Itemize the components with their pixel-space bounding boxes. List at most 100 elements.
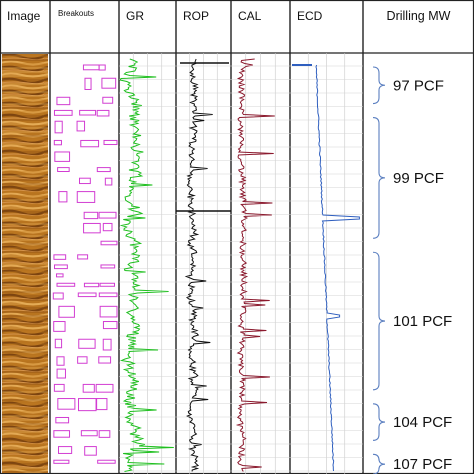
image-texture-band <box>2 135 48 137</box>
image-texture-band <box>2 319 48 321</box>
image-texture-band <box>2 251 48 253</box>
image-texture-band <box>2 387 48 389</box>
breakout-mark <box>53 459 70 464</box>
breakout-mark <box>98 430 111 438</box>
breakout-mark <box>56 96 71 106</box>
image-texture-band <box>2 363 48 365</box>
image-texture-band <box>2 247 48 249</box>
image-texture-band <box>2 307 48 309</box>
image-texture-band <box>2 379 48 381</box>
image-texture-band <box>2 203 48 205</box>
image-texture-band <box>2 55 48 57</box>
breakout-mark <box>57 167 70 173</box>
curve-ecd <box>315 64 360 472</box>
breakout-mark <box>98 64 106 71</box>
breakout-mark <box>57 398 76 410</box>
image-texture-band <box>2 295 48 297</box>
image-texture-band <box>2 235 48 237</box>
mw-brace-3 <box>372 251 386 391</box>
image-texture-band <box>2 263 48 265</box>
image-texture-band <box>2 219 48 221</box>
breakout-mark <box>98 356 112 364</box>
image-texture-band <box>2 399 48 401</box>
image-texture-band <box>2 383 48 385</box>
image-texture-band <box>2 259 48 261</box>
breakout-mark <box>97 459 116 464</box>
breakout-mark <box>54 120 63 134</box>
image-texture-band <box>2 435 48 437</box>
image-texture-band <box>2 71 48 73</box>
image-texture-band <box>2 99 48 101</box>
breakout-mark <box>102 222 113 232</box>
mw-brace-5 <box>372 453 386 474</box>
image-texture-band <box>2 123 48 125</box>
mw-label-5: 107 PCF <box>393 456 452 473</box>
breakout-mark <box>56 356 65 366</box>
mw-label-3: 101 PCF <box>393 313 452 330</box>
breakout-mark <box>55 416 70 424</box>
breakout-mark <box>58 446 73 454</box>
image-texture-band <box>2 315 48 317</box>
image-texture-band <box>2 67 48 69</box>
breakout-mark <box>98 292 118 298</box>
image-texture-band <box>2 239 48 241</box>
breakout-mark <box>53 139 62 146</box>
image-texture-band <box>2 243 48 245</box>
image-texture-band <box>2 439 48 441</box>
image-texture-band <box>2 75 48 77</box>
breakout-mark <box>104 177 113 186</box>
breakout-mark <box>102 96 114 104</box>
borehole-image <box>2 54 48 473</box>
image-texture-band <box>2 139 48 141</box>
image-texture-band <box>2 131 48 133</box>
image-texture-band <box>2 431 48 433</box>
image-texture-band <box>2 163 48 165</box>
breakout-mark <box>96 398 108 411</box>
curve-gr <box>119 58 174 472</box>
image-texture-band <box>2 303 48 305</box>
image-texture-band <box>2 467 48 469</box>
image-texture-band <box>2 395 48 397</box>
image-texture-band <box>2 335 48 337</box>
image-texture-band <box>2 199 48 201</box>
image-texture-band <box>2 427 48 429</box>
image-texture-band <box>2 115 48 117</box>
breakout-mark <box>96 109 110 117</box>
mw-label-2: 99 PCF <box>393 170 444 187</box>
image-texture-band <box>2 403 48 405</box>
image-texture-band <box>2 339 48 341</box>
breakout-mark <box>80 430 98 437</box>
breakout-mark <box>77 356 88 364</box>
image-texture-band <box>2 355 48 357</box>
track-title-mw: Drilling MW <box>387 9 451 23</box>
image-texture-band <box>2 171 48 173</box>
image-texture-band <box>2 87 48 89</box>
mw-brace-2 <box>372 116 386 239</box>
image-texture-band <box>2 215 48 217</box>
image-texture-band <box>2 231 48 233</box>
breakout-mark <box>56 282 76 287</box>
breakout-mark <box>56 273 64 278</box>
breakout-mark <box>100 240 118 246</box>
image-texture-band <box>2 207 48 209</box>
image-texture-band <box>2 291 48 293</box>
image-texture-band <box>2 455 48 457</box>
breakout-mark <box>101 77 117 89</box>
image-texture-band <box>2 223 48 225</box>
image-texture-band <box>2 299 48 301</box>
image-texture-band <box>2 151 48 153</box>
track-title-image: Image <box>7 9 41 23</box>
image-texture-band <box>2 107 48 109</box>
image-texture-band <box>2 287 48 289</box>
breakout-mark <box>53 383 65 392</box>
track-title-gr: GR <box>126 9 144 23</box>
image-texture-band <box>2 63 48 65</box>
track-title-cal: CAL <box>238 9 262 23</box>
image-texture-band <box>2 79 48 81</box>
image-texture-band <box>2 407 48 409</box>
breakout-mark <box>54 264 68 270</box>
image-texture-band <box>2 371 48 373</box>
image-texture-band <box>2 463 48 465</box>
